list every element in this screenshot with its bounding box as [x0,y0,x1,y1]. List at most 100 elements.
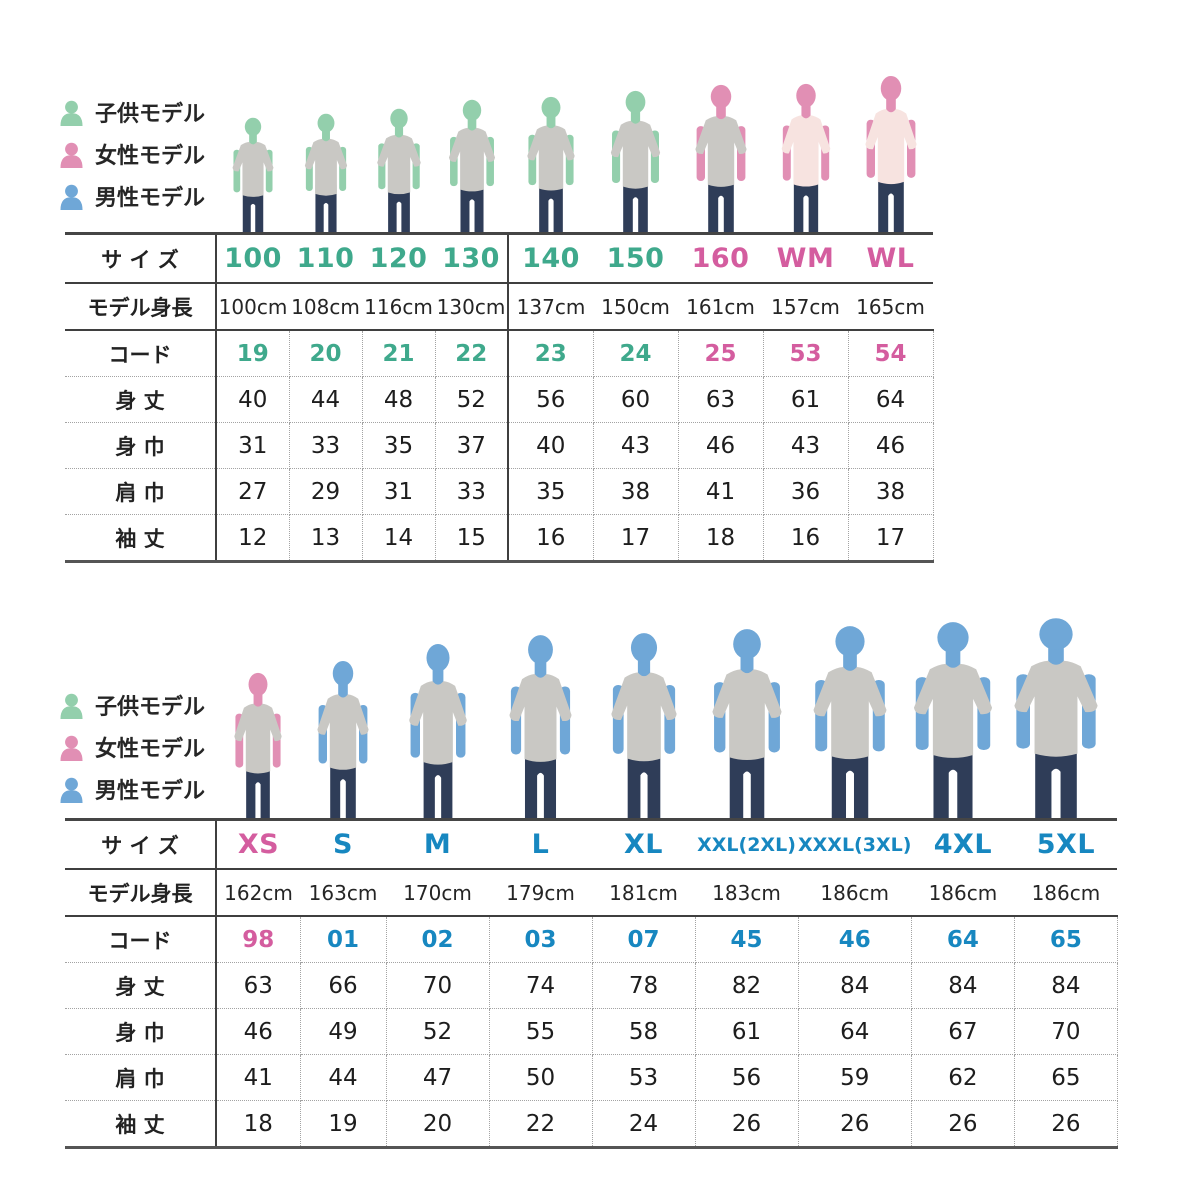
sleeve-length-cell-100: 12 [216,514,290,562]
man-model-icon [58,183,85,210]
model-figure-M [393,643,483,818]
legend-label: 子供モデル [95,102,206,127]
kid-model-icon [58,692,85,719]
size-cell-130: 130 [435,233,508,284]
row-label-shoulder-width: 肩 巾 [65,468,217,515]
shoulder-width-cell-120: 31 [362,468,436,515]
body-length-cell-WM: 61 [763,376,849,423]
model-figures-adults [216,596,1107,818]
model-height-cell-M: 170cm [386,869,489,917]
model-height-cell-130: 130cm [435,283,508,331]
sleeve-length-cell-S: 19 [300,1100,387,1148]
model-figure-100 [221,117,285,232]
code-cell-140: 23 [507,330,594,377]
model-height-cell-140: 137cm [507,283,593,331]
body-length-cell-M: 70 [386,962,490,1009]
size-cell-120: 120 [362,233,435,284]
body-length-cell-XXXL(3XL): 84 [798,962,912,1009]
body-width-cell-XS: 46 [216,1008,301,1055]
model-figure-110 [293,113,359,232]
shoulder-width-cell-WM: 36 [763,468,849,515]
model-height-row: モデル身長 100cm 108cm 116cm 130cm 137cm 150cm 161cm… [65,283,933,331]
size-cell-110: 110 [289,233,362,284]
model-height-cell-120: 116cm [362,283,435,331]
code-cell-S: 01 [300,916,387,963]
woman-model-icon [58,734,85,761]
model-figure-160 [681,84,761,232]
shoulder-width-cell-140: 35 [507,468,594,515]
shoulder-width-cell-M: 47 [386,1054,490,1101]
size-table-adults: サ イ ズ XS S M L XL XXL(2XL) XXXL(3XL) 4XL 5XL モデル身長… [65,818,1118,1149]
model-figure-120 [365,108,433,232]
size-table-kids-women: サ イ ズ 100 110 120 130 140 150 160 WM WL モデル身長 100cm… [65,232,934,563]
body-length-cell-L: 74 [489,962,593,1009]
row-label-code: コード [65,330,217,377]
body-width-cell-XXXL(3XL): 64 [798,1008,912,1055]
model-figure-XS [221,672,295,818]
code-cell-L: 03 [489,916,593,963]
body-width-cell-4XL: 67 [911,1008,1015,1055]
model-height-cell-4XL: 186cm [911,869,1015,917]
size-row: サ イ ズ 100 110 120 130 140 150 160 WM WL [65,233,933,284]
size-cell-5XL: 5XL [1014,819,1118,870]
body-length-cell-120: 48 [362,376,436,423]
size-cell-150: 150 [593,233,678,284]
body-width-cell-M: 52 [386,1008,490,1055]
body-width-cell-140: 40 [507,422,594,469]
model-height-row: モデル身長 162cm 163cm 170cm 179cm 181cm 183cm 186cm… [65,869,1118,917]
size-cell-WL: WL [848,233,933,284]
sleeve-length-cell-110: 13 [289,514,363,562]
size-cell-XXXL(3XL): XXXL(3XL) [798,819,912,870]
body-width-row: 身 巾 46 49 52 55 58 61 64 67 70 [65,1008,1118,1055]
sleeve-length-cell-140: 16 [507,514,594,562]
body-length-row: 身 丈 40 44 48 52 56 60 63 61 64 [65,376,934,423]
model-figure-S [303,660,383,818]
model-height-cell-WM: 157cm [763,283,848,331]
row-label-sleeve-length: 袖 丈 [65,514,217,562]
shoulder-width-cell-WL: 38 [848,468,934,515]
model-height-cell-WL: 165cm [848,283,933,331]
legend-item-man-model: 男性モデル [58,179,205,213]
shoulder-width-cell-5XL: 65 [1014,1054,1118,1101]
model-figure-WL [851,75,931,232]
sleeve-length-row: 袖 丈 18 19 20 22 24 26 26 26 26 [65,1100,1118,1148]
size-cell-S: S [300,819,386,870]
body-width-row: 身 巾 31 33 35 37 40 43 46 43 46 [65,422,934,469]
sleeve-length-cell-M: 20 [386,1100,490,1148]
shoulder-width-cell-XL: 53 [592,1054,696,1101]
sleeve-length-row: 袖 丈 12 13 14 15 16 17 18 16 17 [65,514,934,562]
body-width-cell-130: 37 [435,422,509,469]
model-height-cell-XL: 181cm [592,869,695,917]
model-figure-140 [514,96,588,232]
code-cell-160: 25 [678,330,764,377]
sleeve-length-cell-XS: 18 [216,1100,301,1148]
model-height-cell-150: 150cm [593,283,678,331]
model-figure-WM [768,83,844,232]
body-length-cell-XS: 63 [216,962,301,1009]
size-cell-140: 140 [507,233,593,284]
legend-kids-women: 子供モデル 女性モデル 男性モデル [58,95,205,213]
body-width-cell-150: 43 [593,422,679,469]
body-width-cell-WL: 46 [848,422,934,469]
size-cell-XL: XL [592,819,695,870]
sleeve-length-cell-160: 18 [678,514,764,562]
size-cell-L: L [489,819,592,870]
body-width-cell-160: 46 [678,422,764,469]
model-figure-XL [593,632,695,818]
sleeve-length-cell-120: 14 [362,514,436,562]
body-width-cell-120: 35 [362,422,436,469]
legend-adults: 子供モデル 女性モデル 男性モデル [58,688,205,806]
body-length-cell-XXL(2XL): 82 [695,962,799,1009]
shoulder-width-cell-S: 44 [300,1054,387,1101]
legend-label: 女性モデル [95,737,206,762]
model-height-cell-100: 100cm [216,283,289,331]
body-length-cell-150: 60 [593,376,679,423]
woman-model-icon [58,141,85,168]
sleeve-length-cell-XL: 24 [592,1100,696,1148]
legend-item-kid-model: 子供モデル [58,95,205,129]
body-width-cell-XL: 58 [592,1008,696,1055]
size-cell-100: 100 [216,233,289,284]
body-width-cell-S: 49 [300,1008,387,1055]
model-height-cell-XXXL(3XL): 186cm [798,869,912,917]
man-model-icon [58,776,85,803]
